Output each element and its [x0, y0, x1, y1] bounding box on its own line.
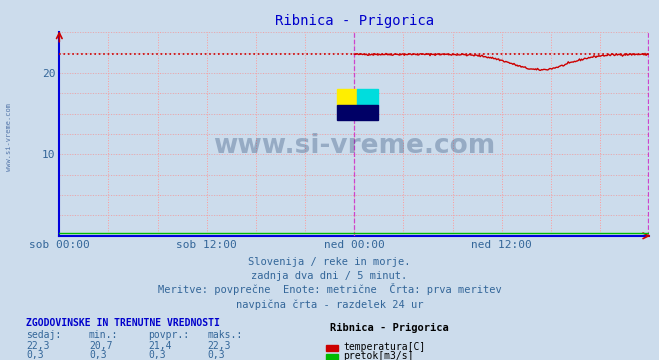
Text: Slovenija / reke in morje.: Slovenija / reke in morje.: [248, 257, 411, 267]
Title: Ribnica - Prigorica: Ribnica - Prigorica: [275, 14, 434, 28]
Bar: [337, 105, 378, 120]
Text: 0,3: 0,3: [148, 350, 166, 360]
Text: maks.:: maks.:: [208, 330, 243, 341]
Text: 21,4: 21,4: [148, 341, 172, 351]
Bar: [357, 89, 378, 105]
Text: 0,3: 0,3: [89, 350, 107, 360]
Text: min.:: min.:: [89, 330, 119, 341]
Text: zadnja dva dni / 5 minut.: zadnja dva dni / 5 minut.: [251, 271, 408, 281]
Text: 22,3: 22,3: [208, 341, 231, 351]
Text: sedaj:: sedaj:: [26, 330, 61, 341]
Text: www.si-vreme.com: www.si-vreme.com: [213, 133, 496, 159]
Text: temperatura[C]: temperatura[C]: [343, 342, 426, 352]
Text: povpr.:: povpr.:: [148, 330, 189, 341]
Text: ZGODOVINSKE IN TRENUTNE VREDNOSTI: ZGODOVINSKE IN TRENUTNE VREDNOSTI: [26, 318, 220, 328]
Text: Meritve: povprečne  Enote: metrične  Črta: prva meritev: Meritve: povprečne Enote: metrične Črta:…: [158, 283, 501, 296]
Text: 22,3: 22,3: [26, 341, 50, 351]
Text: www.si-vreme.com: www.si-vreme.com: [5, 103, 12, 171]
Text: 20,7: 20,7: [89, 341, 113, 351]
Bar: [337, 89, 357, 105]
Text: 0,3: 0,3: [208, 350, 225, 360]
Text: 0,3: 0,3: [26, 350, 44, 360]
Text: Ribnica - Prigorica: Ribnica - Prigorica: [330, 323, 448, 333]
Text: pretok[m3/s]: pretok[m3/s]: [343, 351, 414, 360]
Text: navpična črta - razdelek 24 ur: navpična črta - razdelek 24 ur: [236, 299, 423, 310]
